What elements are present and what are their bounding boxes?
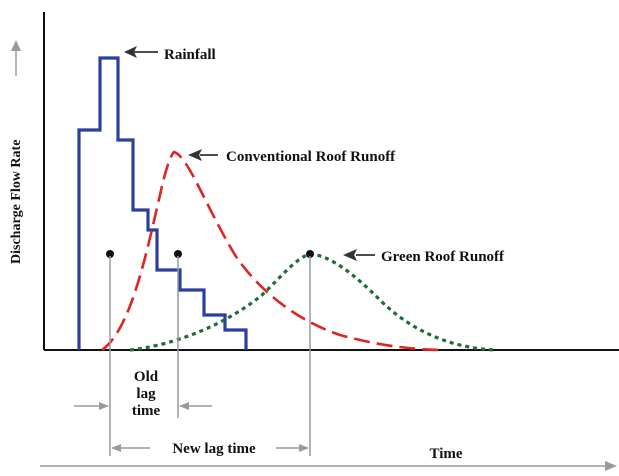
green-label: Green Roof Runoff [381, 249, 505, 265]
green-pointer-arrow-icon [343, 249, 375, 261]
y-axis-up-arrow-icon [11, 40, 21, 76]
green-centroid-dot [306, 250, 314, 258]
rainfall-series [77, 56, 248, 350]
conventional-centroid-dot [174, 250, 182, 258]
old-lag-line3: time [132, 403, 161, 419]
green-runoff-series [129, 252, 496, 352]
new-lag-label: New lag time [172, 441, 256, 457]
old-lag-line2: lag [136, 386, 156, 402]
old-lag-line1: Old [134, 369, 159, 385]
rainfall-label: Rainfall [164, 47, 216, 63]
y-axis-title: Discharge Flow Rate [9, 140, 24, 264]
x-axis-title: Time [429, 446, 462, 462]
time-axis-arrow-icon [40, 461, 617, 471]
rainfall-pointer-arrow-icon [124, 46, 158, 58]
conventional-label: Conventional Roof Runoff [226, 149, 396, 165]
conventional-runoff-series [101, 150, 441, 352]
conventional-pointer-arrow-icon [188, 149, 218, 161]
rainfall-centroid-dot [106, 250, 114, 258]
